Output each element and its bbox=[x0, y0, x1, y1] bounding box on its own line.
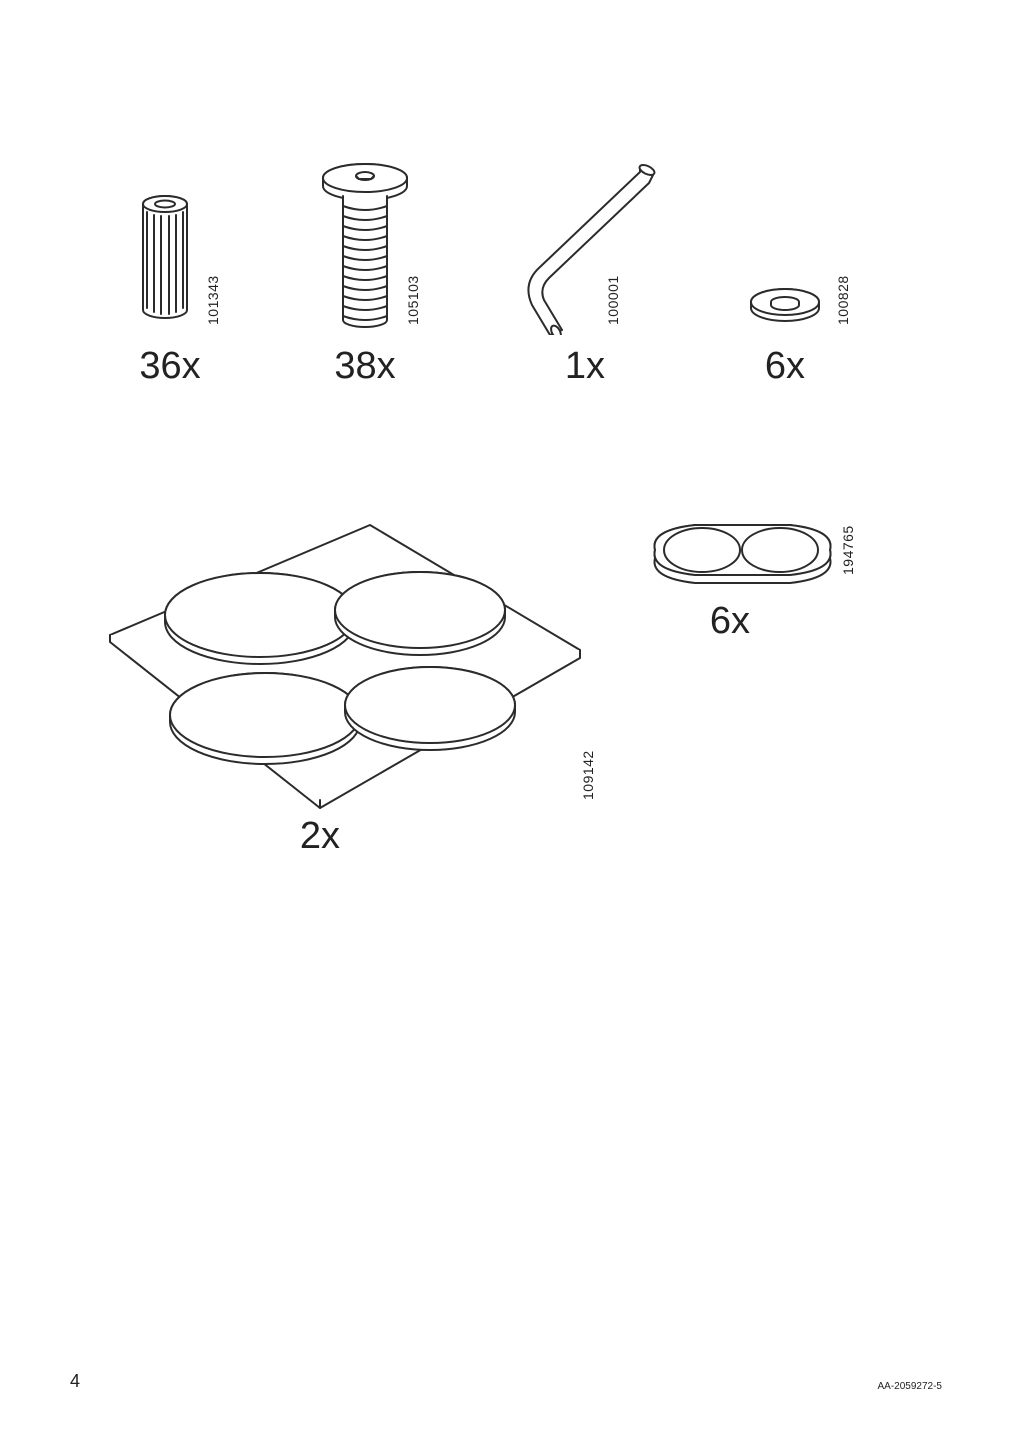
pad-pair-part-number: 194765 bbox=[840, 525, 856, 575]
allen-key-icon bbox=[490, 155, 670, 335]
bolt-qty: 38x bbox=[325, 345, 405, 388]
page: 101343 36x bbox=[0, 0, 1012, 1432]
pad-sheet-icon bbox=[70, 520, 590, 820]
pad-sheet-qty: 2x bbox=[290, 815, 350, 858]
dowel-icon bbox=[130, 190, 200, 330]
document-id: AA-2059272-5 bbox=[878, 1381, 943, 1392]
washer-icon bbox=[740, 280, 830, 330]
allen-qty: 1x bbox=[555, 345, 615, 388]
washer-part-number: 100828 bbox=[835, 275, 851, 325]
dowel-part-number: 101343 bbox=[205, 275, 221, 325]
pad-pair-qty: 6x bbox=[700, 600, 760, 643]
page-number: 4 bbox=[70, 1371, 80, 1392]
bolt-part-number: 105103 bbox=[405, 275, 421, 325]
pad-pair-icon bbox=[640, 510, 840, 600]
dowel-qty: 36x bbox=[130, 345, 210, 388]
washer-qty: 6x bbox=[755, 345, 815, 388]
bolt-icon bbox=[310, 160, 420, 340]
pad-sheet-part-number: 109142 bbox=[580, 750, 596, 800]
allen-part-number: 100001 bbox=[605, 275, 621, 325]
